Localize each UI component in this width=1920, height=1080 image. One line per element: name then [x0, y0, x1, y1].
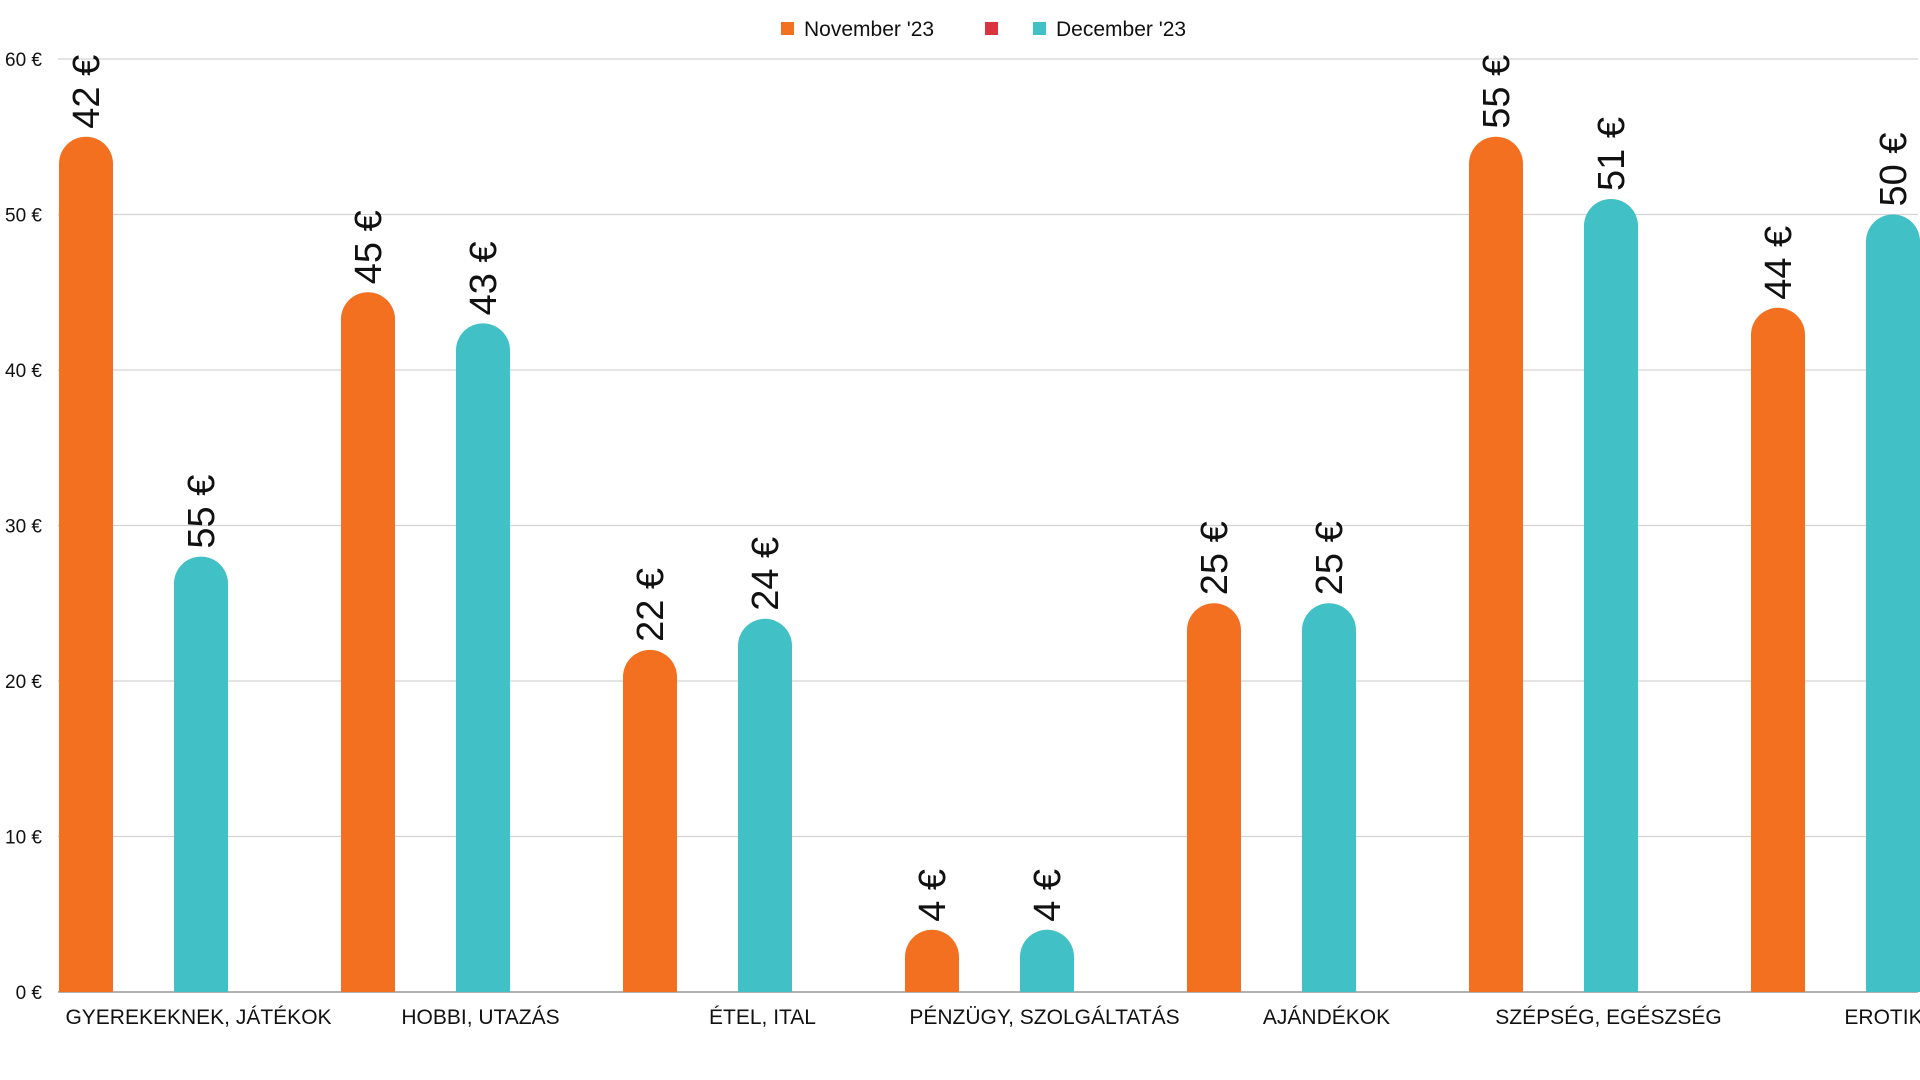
bar [341, 292, 395, 992]
data-label: 51 € [1591, 117, 1633, 191]
gridlines [58, 58, 1918, 993]
x-tick-label: GYEREKEKNEK, JÁTÉKOK [65, 1006, 331, 1029]
data-label: 22 € [630, 568, 672, 642]
data-label: 50 € [1873, 133, 1915, 207]
data-label: 24 € [745, 537, 787, 611]
x-tick-label: EROTIKA [1844, 1006, 1920, 1029]
data-label: 25 € [1194, 521, 1236, 595]
data-labels: 42 € 55 € 45 € 43 € 22 € 24 € 4 € 4 € 25 € 25 € 55… [66, 55, 1915, 922]
legend-label: November '23 [804, 18, 934, 41]
bar [905, 929, 959, 992]
bar [456, 323, 510, 993]
bar [1020, 929, 1074, 992]
y-tick-label: 10 € [5, 828, 42, 849]
data-label: 42 € [66, 55, 108, 129]
data-label: 45 € [348, 210, 390, 284]
data-label: 25 € [1309, 521, 1351, 595]
data-label: 55 € [1476, 55, 1518, 129]
bar [1866, 214, 1920, 992]
x-axis: GYEREKEKNEK, JÁTÉKOK HOBBI, UTAZÁS ÉTEL, I… [65, 1006, 1920, 1029]
legend-swatch [781, 22, 794, 35]
y-tick-label: 40 € [5, 361, 42, 382]
data-label: 44 € [1758, 226, 1800, 300]
bar [623, 649, 677, 992]
bars [59, 136, 1920, 993]
legend-swatch [1033, 22, 1046, 35]
legend-label: December '23 [1056, 18, 1186, 41]
bar [1751, 307, 1805, 992]
x-tick-label: ÉTEL, ITAL [709, 1006, 816, 1029]
legend: November '23 December '23 [781, 18, 1186, 41]
y-tick-label: 20 € [5, 672, 42, 693]
x-tick-label: PÉNZÜGY, SZOLGÁLTATÁS [909, 1006, 1179, 1029]
x-tick-label: AJÁNDÉKOK [1263, 1006, 1390, 1029]
data-label: 4 € [1027, 869, 1069, 922]
bar [1469, 136, 1523, 992]
data-label: 4 € [912, 869, 954, 922]
x-tick-label: SZÉPSÉG, EGÉSZSÉG [1495, 1006, 1721, 1029]
bar [1302, 603, 1356, 992]
y-tick-label: 0 € [16, 983, 43, 1004]
bar [1187, 603, 1241, 992]
bar [738, 618, 792, 992]
data-label: 55 € [181, 475, 223, 549]
y-axis: 0 € 10 € 20 € 30 € 40 € 50 € 60 € [5, 50, 42, 1004]
y-tick-label: 60 € [5, 50, 42, 71]
y-tick-label: 30 € [5, 517, 42, 538]
legend-swatch [985, 22, 998, 35]
bar [174, 556, 228, 992]
y-tick-label: 50 € [5, 206, 42, 227]
data-label: 43 € [463, 241, 505, 315]
x-tick-label: HOBBI, UTAZÁS [401, 1006, 559, 1029]
bar [1584, 198, 1638, 992]
bar [59, 136, 113, 992]
